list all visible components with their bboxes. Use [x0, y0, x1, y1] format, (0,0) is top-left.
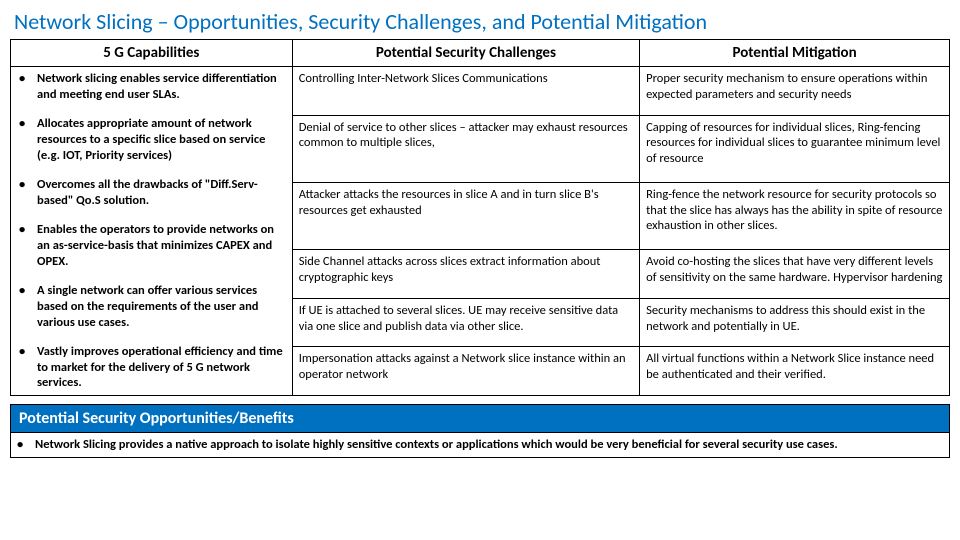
bullet-icon: •	[19, 177, 37, 193]
benefits-body: • Network Slicing provides a native appr…	[10, 433, 950, 458]
challenge-cell: Controlling Inter-Network Slices Communi…	[292, 67, 639, 116]
header-challenges: Potential Security Challenges	[292, 40, 639, 67]
capability-text: Allocates appropriate amount of network …	[37, 116, 286, 163]
bullet-icon: •	[19, 222, 37, 238]
challenge-cell: Side Channel attacks across slices extra…	[292, 250, 639, 299]
capability-item: •A single network can offer various serv…	[17, 283, 286, 330]
capability-text: Network slicing enables service differen…	[37, 71, 286, 102]
capability-text: Enables the operators to provide network…	[37, 222, 286, 269]
capabilities-cell: •Network slicing enables service differe…	[11, 67, 293, 396]
challenge-cell: Attacker attacks the resources in slice …	[292, 182, 639, 249]
mitigation-cell: Proper security mechanism to ensure oper…	[640, 67, 950, 116]
main-table: 5 G Capabilities Potential Security Chal…	[10, 39, 950, 396]
bullet-icon: •	[19, 71, 37, 87]
bullet-icon: •	[19, 116, 37, 132]
table-header-row: 5 G Capabilities Potential Security Chal…	[11, 40, 950, 67]
slide: Network Slicing – Opportunities, Securit…	[0, 0, 960, 540]
slide-title: Network Slicing – Opportunities, Securit…	[10, 8, 950, 35]
header-capabilities: 5 G Capabilities	[11, 40, 293, 67]
benefit-item: • Network Slicing provides a native appr…	[17, 437, 943, 453]
table-row: •Network slicing enables service differe…	[11, 67, 950, 116]
mitigation-cell: Ring-fence the network resource for secu…	[640, 182, 950, 249]
mitigation-cell: Security mechanisms to address this shou…	[640, 298, 950, 347]
capability-item: •Vastly improves operational efficiency …	[17, 344, 286, 391]
capabilities-list: •Network slicing enables service differe…	[17, 71, 286, 391]
capability-item: •Enables the operators to provide networ…	[17, 222, 286, 269]
capability-item: •Network slicing enables service differe…	[17, 71, 286, 102]
mitigation-cell: Capping of resources for individual slic…	[640, 115, 950, 182]
bullet-icon: •	[17, 437, 35, 453]
mitigation-cell: Avoid co-hosting the slices that have ve…	[640, 250, 950, 299]
capability-text: Overcomes all the drawbacks of "Diff.Ser…	[37, 177, 286, 208]
challenge-cell: Denial of service to other slices – atta…	[292, 115, 639, 182]
mitigation-cell: All virtual functions within a Network S…	[640, 347, 950, 396]
capability-text: Vastly improves operational efficiency a…	[37, 344, 286, 391]
capability-item: •Allocates appropriate amount of network…	[17, 116, 286, 163]
bullet-icon: •	[19, 344, 37, 360]
bullet-icon: •	[19, 283, 37, 299]
capability-item: •Overcomes all the drawbacks of "Diff.Se…	[17, 177, 286, 208]
capability-text: A single network can offer various servi…	[37, 283, 286, 330]
benefits-title-bar: Potential Security Opportunities/Benefit…	[10, 404, 950, 433]
challenge-cell: Impersonation attacks against a Network …	[292, 347, 639, 396]
benefit-text: Network Slicing provides a native approa…	[35, 437, 943, 453]
header-mitigation: Potential Mitigation	[640, 40, 950, 67]
challenge-cell: If UE is attached to several slices. UE …	[292, 298, 639, 347]
